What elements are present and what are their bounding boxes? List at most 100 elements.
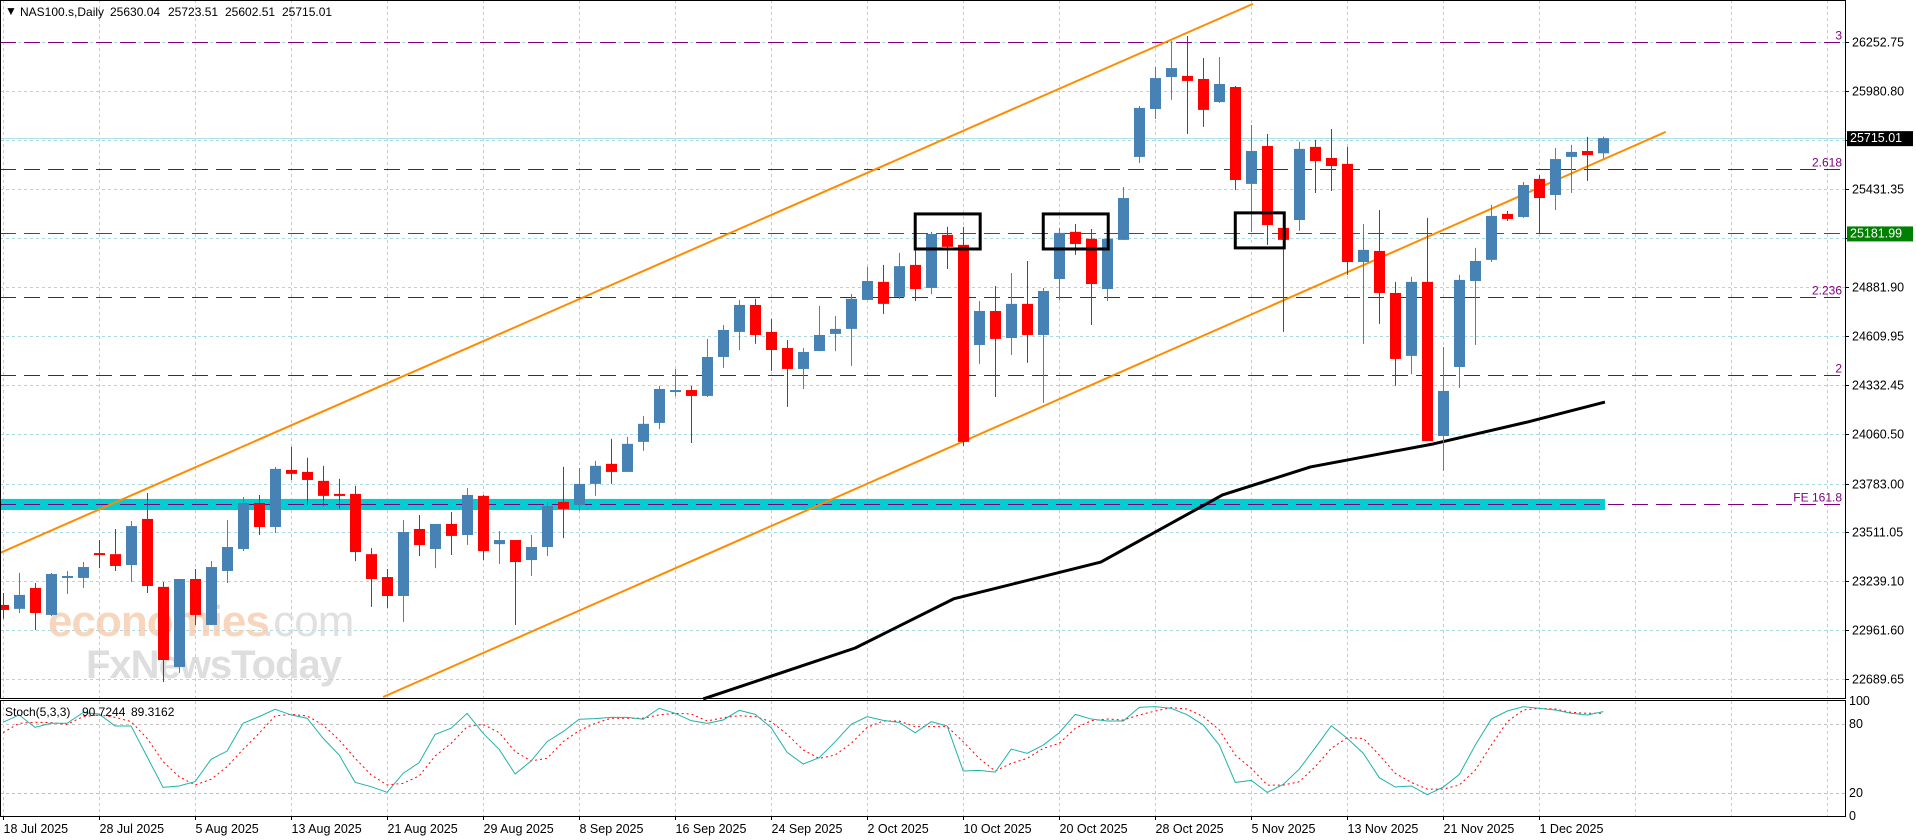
candle — [1406, 276, 1417, 374]
price-tick-label: 23511.05 — [1852, 526, 1903, 540]
candle-body — [910, 264, 921, 290]
candle-body — [494, 540, 505, 545]
candle-body — [206, 567, 217, 625]
candle-body — [574, 483, 585, 505]
candle-body — [158, 586, 169, 660]
candle-body — [110, 554, 121, 566]
candle — [142, 493, 153, 593]
candle — [286, 446, 297, 480]
candle — [1166, 41, 1177, 100]
candle-body — [846, 298, 857, 329]
candle-body — [990, 311, 1001, 339]
candle-body — [1198, 78, 1209, 110]
candle — [638, 415, 649, 451]
candle-body — [1518, 184, 1529, 217]
main-pane-border — [0, 0, 1846, 699]
candle — [1022, 260, 1033, 363]
candle — [526, 535, 537, 576]
date-label: 1 Dec 2025 — [1540, 822, 1604, 836]
ohlc-high: 25723.51 — [168, 5, 218, 19]
candle — [382, 568, 393, 608]
candle-body — [318, 480, 329, 496]
highlight-boxes — [913, 211, 1286, 251]
candle-body — [718, 329, 729, 357]
candle — [1214, 56, 1225, 103]
collapse-arrow-icon[interactable]: ▼ — [5, 4, 17, 18]
candle — [126, 521, 137, 583]
level-price-marker: 25181.99 — [1847, 226, 1913, 242]
price-tick-label: 24060.50 — [1852, 428, 1904, 442]
date-label: 5 Aug 2025 — [196, 822, 259, 836]
candle-body — [1326, 157, 1337, 167]
candle — [1534, 174, 1545, 234]
candle — [30, 582, 41, 630]
price-axis[interactable]: 26252.75 25980.80 25431.35 24881.90 24609.95… — [1845, 36, 1904, 687]
candle — [606, 438, 617, 484]
symbol-timeframe: NAS100.s,Daily — [20, 5, 104, 19]
date-label: 10 Oct 2025 — [964, 822, 1032, 836]
watermark-sub: FxNewsToday — [86, 643, 343, 687]
candle-body — [894, 266, 905, 297]
fib-level-label: 2.618 — [1812, 156, 1842, 170]
candle — [1150, 66, 1161, 120]
candle-body — [686, 390, 697, 396]
date-label: 21 Nov 2025 — [1444, 822, 1515, 836]
candle — [1262, 134, 1273, 245]
candle-body — [334, 493, 345, 496]
candle — [334, 478, 345, 509]
candle-body — [750, 304, 761, 335]
candle — [894, 252, 905, 299]
candle — [1230, 85, 1241, 190]
candle — [1310, 139, 1321, 194]
candle-body — [1374, 250, 1385, 293]
candle — [238, 496, 249, 551]
candle — [430, 523, 441, 569]
candle — [1454, 274, 1465, 388]
candle-body — [1438, 390, 1449, 436]
candle-body — [1454, 279, 1465, 367]
candle-body — [862, 280, 873, 300]
date-label: 13 Nov 2025 — [1348, 822, 1419, 836]
candle-body — [638, 423, 649, 442]
candle-body — [78, 567, 89, 578]
candle-body — [590, 465, 601, 484]
candle — [798, 348, 809, 389]
candle-body — [942, 234, 953, 247]
candle-body — [1534, 178, 1545, 199]
candle-body — [1406, 281, 1417, 356]
candle-body — [510, 540, 521, 563]
candle-body — [1134, 107, 1145, 157]
date-label: 2 Oct 2025 — [868, 822, 929, 836]
candle — [1006, 272, 1017, 355]
candle-body — [462, 494, 473, 536]
fib-level-label: 3 — [1835, 29, 1842, 43]
moving-average-line — [702, 400, 1606, 701]
stoch-scale-label: 20 — [1849, 786, 1863, 800]
candle — [1198, 58, 1209, 127]
candle — [1470, 247, 1481, 345]
stoch-header: Stoch(5,3,3) 90.7244 89.3162 — [5, 705, 175, 719]
date-label: 16 Sep 2025 — [676, 822, 747, 836]
candle-body — [1214, 83, 1225, 103]
candle — [734, 299, 745, 350]
candle-body — [878, 281, 889, 304]
candle-body — [430, 523, 441, 549]
candle — [1118, 186, 1129, 240]
candle-body — [654, 388, 665, 423]
candle — [558, 466, 569, 539]
candle — [254, 494, 265, 536]
stoch-k-value: 90.7244 — [82, 705, 126, 719]
watermark-domain: .com — [262, 597, 353, 646]
candle — [414, 515, 425, 556]
candle-body — [1022, 303, 1033, 335]
candle — [206, 560, 217, 625]
candle-body — [446, 523, 457, 536]
candle-body — [670, 390, 681, 393]
candle-body — [1246, 151, 1257, 184]
candle-body — [1582, 151, 1593, 156]
candle — [398, 520, 409, 622]
candle-body — [30, 587, 41, 613]
time-axis[interactable]: 18 Jul 2025 28 Jul 2025 5 Aug 2025 13 Aug 2… — [3, 816, 1604, 836]
candle — [190, 568, 201, 625]
